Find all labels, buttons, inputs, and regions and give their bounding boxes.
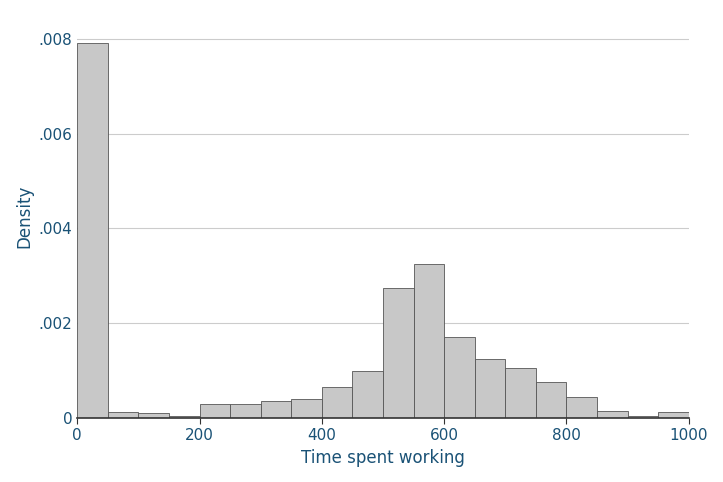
Bar — [658, 412, 689, 418]
Bar — [138, 413, 169, 418]
Bar — [200, 404, 230, 418]
Bar — [77, 43, 108, 418]
X-axis label: Time spent working: Time spent working — [301, 449, 465, 467]
Bar — [444, 337, 475, 418]
Bar — [628, 415, 658, 418]
Bar — [383, 288, 414, 418]
Bar — [352, 371, 383, 418]
Y-axis label: Density: Density — [15, 185, 33, 248]
Bar — [414, 264, 444, 418]
Bar — [322, 387, 352, 418]
Bar — [536, 382, 566, 418]
Bar — [475, 359, 505, 418]
Bar — [108, 412, 138, 418]
Bar — [566, 397, 597, 418]
Bar — [261, 402, 291, 418]
Bar — [597, 411, 628, 418]
Bar — [291, 399, 322, 418]
Bar — [230, 404, 261, 418]
Bar — [505, 368, 536, 418]
Bar — [169, 415, 200, 418]
